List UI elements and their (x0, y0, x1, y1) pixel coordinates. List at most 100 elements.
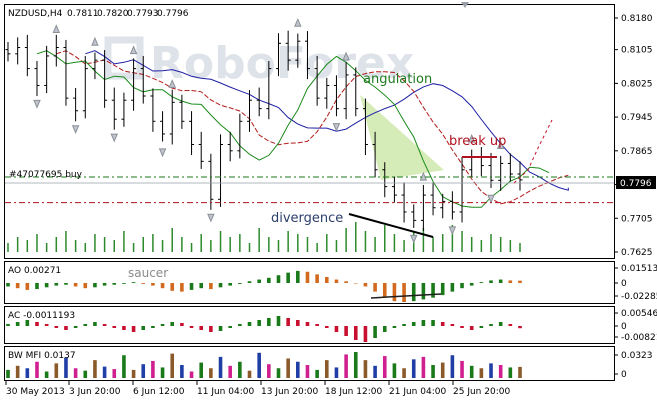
histogram-bar (199, 326, 204, 330)
histogram-bar (353, 283, 358, 284)
moving-averages (36, 50, 569, 208)
ohlc-bar (131, 58, 137, 111)
fractal-up-icon (496, 140, 505, 149)
histogram-bar (440, 283, 445, 296)
histogram-bar (479, 282, 484, 283)
histogram-bar (35, 361, 39, 378)
histogram-bar (296, 320, 300, 326)
histogram-bar (450, 283, 455, 292)
histogram-bar (440, 362, 445, 378)
ohlc-bar (44, 45, 50, 94)
ohlc-bar (53, 34, 59, 67)
histogram-bar (508, 324, 513, 326)
histogram-bar (324, 326, 329, 328)
ohlc-bar (401, 182, 407, 223)
histogram-bar (411, 359, 416, 378)
histogram-bar (15, 322, 20, 326)
histogram-bar (286, 272, 290, 283)
histogram-bar (373, 326, 377, 338)
fractal-down-icon (71, 125, 80, 134)
histogram-bar (25, 368, 30, 378)
ohlc-bar (208, 153, 214, 210)
histogram-bar (64, 326, 68, 330)
histogram-bar (508, 280, 513, 283)
ohlc-low: 0.7793 (127, 9, 159, 19)
current-price-label: 0.7796 (620, 179, 652, 189)
histogram-bar (353, 326, 358, 340)
histogram-bar (199, 362, 204, 378)
histogram-bar (460, 360, 464, 378)
fractal-up-icon (91, 36, 99, 46)
histogram-bar (276, 316, 281, 326)
histogram-bar (508, 367, 513, 378)
ohlc-bar (160, 111, 166, 142)
annotation-saucer: saucer (128, 266, 168, 280)
fractal-up-icon (294, 17, 302, 27)
histogram-bar (363, 360, 368, 378)
histogram-bar (363, 326, 368, 342)
y-tick-label: 0.7945 (621, 113, 653, 123)
robo-forex-watermark: RoboForex (104, 36, 414, 89)
histogram-bar (498, 279, 503, 283)
mfi-histogram (6, 352, 522, 378)
histogram-bar (218, 326, 223, 331)
ohlc-bar (150, 88, 156, 132)
ohlc-bar (498, 155, 504, 191)
fractal-up-icon (467, 133, 476, 143)
histogram-bar (382, 356, 387, 378)
annotation-angulation: angulation (363, 72, 432, 87)
histogram-bar (315, 369, 319, 378)
ohlc-bar (372, 131, 378, 178)
fractal-up-icon (129, 45, 138, 55)
ohlc-bar (247, 90, 253, 132)
annotations: angulation break up divergence (271, 72, 553, 238)
histogram-bar (324, 276, 329, 283)
fractal-down-icon (487, 194, 495, 204)
ao-divergence-line (370, 293, 442, 299)
histogram-bar (460, 326, 464, 328)
symbol-label: NZDUSD,H4 (8, 9, 63, 19)
histogram-bar (305, 322, 310, 326)
histogram-bar (518, 280, 522, 283)
y-tick-label: 0.01513 (621, 264, 657, 274)
histogram-bar (431, 365, 435, 378)
ma-red-line (56, 50, 569, 205)
histogram-bar (170, 322, 175, 326)
histogram-bar (180, 323, 184, 326)
ohlc-close: 0.7796 (157, 9, 189, 19)
histogram-bar (54, 363, 59, 378)
histogram-bar (276, 368, 281, 378)
histogram-bar (73, 326, 78, 328)
histogram-bar (25, 320, 30, 326)
histogram-bar (382, 283, 387, 297)
ao-panel-frame (4, 261, 615, 304)
histogram-bar (228, 365, 232, 378)
histogram-bar (209, 368, 213, 378)
histogram-bar (334, 279, 339, 283)
histogram-bar (334, 326, 339, 332)
histogram-bar (479, 326, 484, 328)
histogram-bar (257, 279, 261, 283)
histogram-bar (324, 360, 329, 378)
histogram-bar (73, 283, 78, 287)
histogram-bar (469, 283, 474, 286)
histogram-bar (83, 324, 88, 326)
ohlc-bar (343, 62, 349, 120)
histogram-bar (315, 324, 319, 326)
histogram-bar (93, 283, 97, 288)
histogram-bar (160, 367, 165, 378)
y-tick-label: -0.02285 (621, 292, 657, 302)
ohlc-bar (227, 131, 233, 162)
chart-shift-handle-icon[interactable] (461, 2, 469, 8)
histogram-bar (257, 320, 261, 326)
histogram-bar (247, 281, 252, 283)
histogram-bar (141, 283, 146, 284)
current-price-box (616, 176, 656, 189)
annotation-divergence: divergence (271, 211, 343, 226)
fractal-up-icon (168, 79, 176, 88)
fractal-down-icon (33, 99, 41, 109)
ohlc-bar (353, 67, 359, 117)
y-tick-label: -0.008218 (621, 333, 657, 343)
